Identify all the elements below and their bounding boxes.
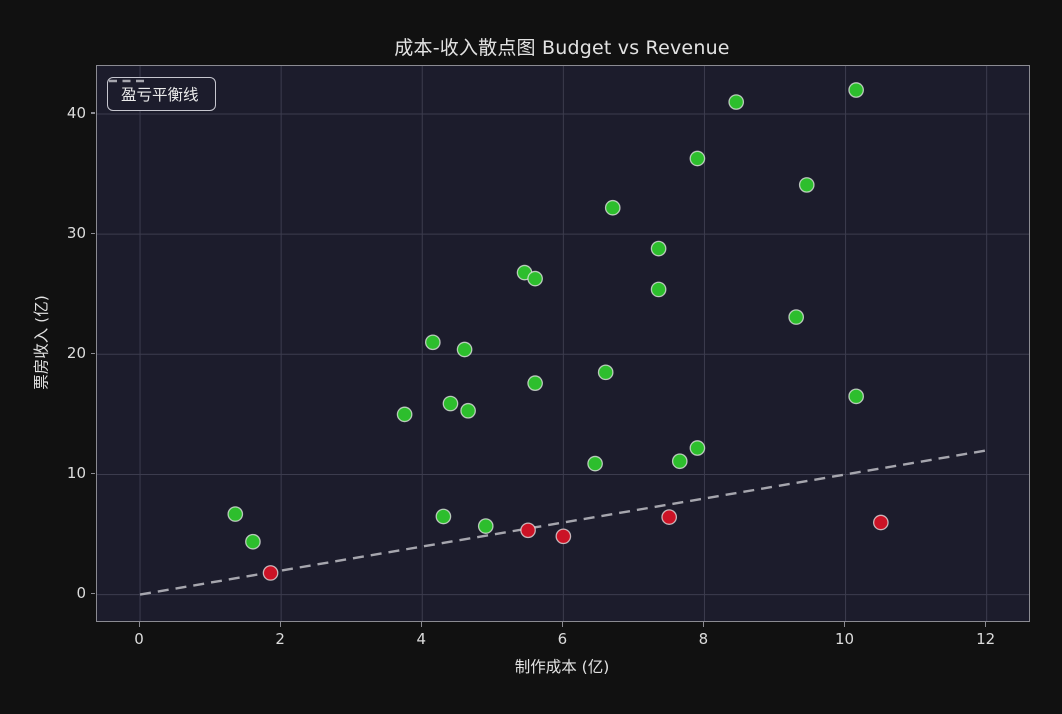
scatter-point-profit bbox=[650, 240, 667, 257]
y-tick-label: 40 bbox=[66, 103, 86, 122]
legend: 盈亏平衡线 bbox=[107, 77, 216, 111]
scatter-point-profit bbox=[424, 334, 441, 351]
chart-title: 成本-收入散点图 Budget vs Revenue bbox=[394, 37, 730, 59]
y-tick-label: 10 bbox=[66, 463, 86, 482]
y-tick-mark bbox=[90, 232, 95, 234]
x-tick-label: 4 bbox=[416, 630, 426, 648]
x-axis-label: 制作成本 (亿) bbox=[514, 658, 610, 676]
scatter-point-loss bbox=[555, 528, 572, 545]
scatter-point-profit bbox=[587, 455, 603, 472]
scatter-point-profit bbox=[597, 364, 614, 381]
x-tick-mark bbox=[985, 622, 987, 627]
scatter-point-profit bbox=[456, 341, 473, 358]
x-tick-label: 12 bbox=[976, 630, 996, 648]
scatter-point-profit bbox=[527, 375, 543, 391]
y-tick-label: 20 bbox=[66, 343, 86, 362]
x-tick-mark bbox=[279, 622, 281, 627]
legend-label: 盈亏平衡线 bbox=[121, 86, 199, 104]
x-tick-mark bbox=[844, 622, 846, 627]
scatter-point-profit bbox=[788, 309, 805, 325]
y-tick-mark bbox=[90, 472, 95, 475]
x-tick-label: 8 bbox=[698, 630, 709, 648]
scatter-point-profit bbox=[728, 94, 745, 110]
dashed-line-sample bbox=[109, 79, 147, 83]
scatter-point-profit bbox=[460, 402, 476, 419]
x-tick-mark bbox=[138, 622, 140, 627]
scatter-point-profit bbox=[604, 199, 621, 216]
scatter-point-profit bbox=[650, 281, 667, 298]
scatter-point-profit bbox=[396, 406, 413, 423]
scatter-point-loss bbox=[872, 514, 889, 531]
x-tick-label: 2 bbox=[275, 630, 285, 648]
y-tick-label: 30 bbox=[66, 223, 86, 242]
x-tick-label: 10 bbox=[835, 630, 855, 648]
scatter-point-loss bbox=[661, 509, 678, 525]
scatter-point-profit bbox=[671, 453, 688, 470]
scatter-point-profit bbox=[848, 388, 864, 405]
scatter-point-profit bbox=[689, 440, 706, 456]
x-tick-mark bbox=[420, 622, 422, 627]
x-tick-label: 6 bbox=[557, 630, 568, 648]
scatter-point-profit bbox=[245, 533, 261, 550]
scatter-point-profit bbox=[798, 177, 815, 193]
y-tick-mark bbox=[90, 112, 95, 114]
scatter-point-profit bbox=[227, 506, 244, 522]
scatter-point-profit bbox=[848, 82, 864, 98]
x-tick-label: 0 bbox=[134, 630, 144, 648]
y-tick-mark bbox=[90, 592, 95, 595]
scatter-point-loss bbox=[520, 522, 536, 539]
plot-area: 盈亏平衡线 bbox=[96, 65, 1030, 622]
scatter-plot-canvas bbox=[97, 66, 1029, 621]
scatter-point-profit bbox=[527, 270, 543, 287]
x-tick-mark bbox=[702, 622, 705, 627]
scatter-point-profit bbox=[442, 395, 459, 412]
y-tick-label: 0 bbox=[76, 584, 86, 603]
scatter-point-profit bbox=[435, 508, 452, 525]
y-axis-label: 票房收入 (亿) bbox=[32, 295, 51, 390]
scatter-point-loss bbox=[262, 565, 279, 581]
x-tick-mark bbox=[561, 622, 564, 627]
scatter-point-profit bbox=[689, 150, 706, 167]
y-tick-mark bbox=[90, 352, 95, 354]
scatter-point-profit bbox=[477, 518, 494, 534]
